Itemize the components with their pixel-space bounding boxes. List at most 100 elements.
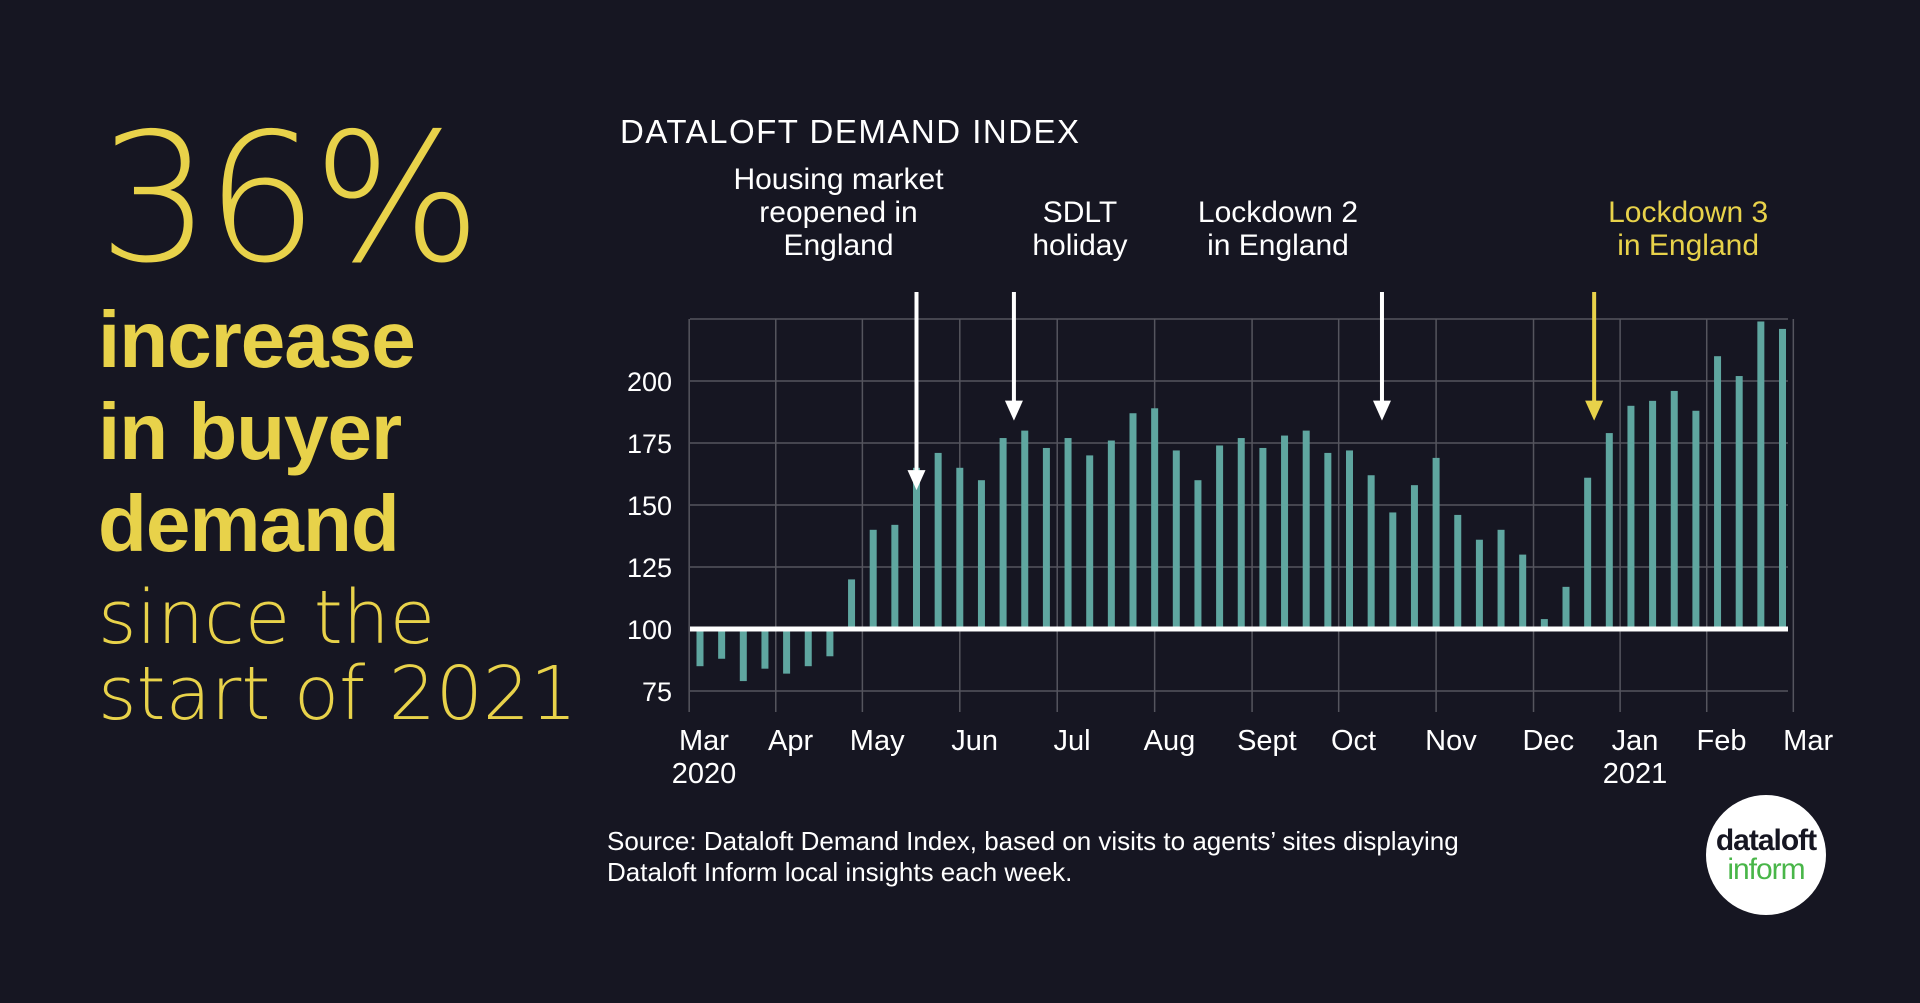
bar xyxy=(913,467,920,629)
bar xyxy=(1735,376,1743,629)
y-tick-label: 175 xyxy=(627,429,672,459)
bar xyxy=(1519,554,1527,629)
annotation-arrow-head xyxy=(907,470,926,491)
bar xyxy=(1259,447,1267,629)
x-tick-label: Apr xyxy=(768,725,813,757)
headline-light-line-2: start of 2021 xyxy=(98,651,578,737)
annotation-label: holiday xyxy=(1032,229,1127,262)
bar xyxy=(1432,457,1440,629)
y-tick-label: 200 xyxy=(627,367,672,397)
bar xyxy=(1237,438,1245,629)
annotation-arrow-head xyxy=(1585,400,1604,421)
bar xyxy=(848,579,856,629)
bar xyxy=(761,629,769,669)
x-tick-year-label: 2020 xyxy=(672,758,737,790)
source-line-2: Dataloft Inform local insights each week… xyxy=(607,857,1073,887)
x-tick-label: Oct xyxy=(1331,725,1376,757)
bar xyxy=(1129,413,1137,629)
bar xyxy=(977,480,985,629)
y-tick-label: 125 xyxy=(627,553,672,583)
bar xyxy=(1324,452,1332,629)
bar xyxy=(1670,390,1678,629)
bar xyxy=(783,629,791,674)
bar xyxy=(1562,586,1570,629)
bar xyxy=(956,467,964,629)
bar xyxy=(1064,438,1072,629)
y-tick-label: 100 xyxy=(627,615,672,645)
headline-light-line-1: since the xyxy=(98,575,436,661)
x-tick-label: Mar xyxy=(1783,725,1833,757)
bar xyxy=(804,629,812,667)
bar xyxy=(1042,447,1050,629)
annotation-label: Lockdown 2 xyxy=(1198,196,1358,229)
annotation-label: Housing market xyxy=(733,163,944,196)
headline-bold-line-1: increase xyxy=(98,295,416,384)
headline-light-text: since the start of 2021 xyxy=(98,580,577,732)
bar xyxy=(1194,480,1202,629)
bar xyxy=(1021,430,1029,629)
bar xyxy=(1714,356,1722,629)
x-tick-label: Nov xyxy=(1425,725,1477,757)
bar xyxy=(1779,328,1786,629)
annotation-arrow-head xyxy=(1372,400,1391,421)
bar xyxy=(696,629,704,667)
bar xyxy=(718,629,726,659)
bar xyxy=(1584,477,1592,629)
bar xyxy=(1151,408,1159,629)
bar xyxy=(1627,405,1635,629)
bar xyxy=(1757,321,1765,629)
bar xyxy=(1086,455,1094,629)
x-tick-label: Jul xyxy=(1054,725,1091,757)
headline-bold-line-3: demand xyxy=(98,479,400,568)
bar xyxy=(934,452,942,629)
bar xyxy=(1346,450,1353,629)
bar xyxy=(1605,433,1613,629)
x-tick-label: Feb xyxy=(1697,725,1747,757)
y-tick-label: 75 xyxy=(642,677,672,707)
headline-stat: 36% xyxy=(98,95,482,302)
x-tick-label: Dec xyxy=(1523,725,1575,757)
bar xyxy=(1540,619,1548,629)
bar xyxy=(739,629,747,682)
logo-line-2: inform xyxy=(1727,853,1805,886)
dataloft-inform-logo: dataloft inform xyxy=(1706,795,1826,915)
bar xyxy=(891,524,899,629)
x-tick-label: Jun xyxy=(951,725,998,757)
headline: 36% increase in buyer demand since the s… xyxy=(98,95,577,733)
x-tick-label: Sept xyxy=(1237,725,1297,757)
bar xyxy=(1475,539,1483,629)
bar xyxy=(1497,529,1505,629)
source-note: Source: Dataloft Demand Index, based on … xyxy=(607,826,1459,888)
bar xyxy=(999,438,1007,629)
source-line-1: Source: Dataloft Demand Index, based on … xyxy=(607,826,1459,856)
annotation-label: England xyxy=(783,229,893,262)
bar xyxy=(1454,514,1462,629)
bar xyxy=(1281,435,1289,629)
bar xyxy=(1172,450,1180,629)
x-tick-year-label: 2021 xyxy=(1603,758,1668,790)
y-tick-label: 150 xyxy=(627,491,672,521)
bar xyxy=(1107,440,1115,629)
bar xyxy=(826,629,834,657)
annotation-label: Lockdown 3 xyxy=(1608,196,1768,229)
annotation-label: in England xyxy=(1617,229,1759,262)
chart-title: DATALOFT DEMAND INDEX xyxy=(620,113,1081,150)
headline-bold-line-2: in buyer xyxy=(98,387,402,476)
x-tick-label: Mar xyxy=(679,725,729,757)
bar xyxy=(1302,430,1310,629)
logo-line-1: dataloft xyxy=(1715,824,1817,857)
bar xyxy=(1410,485,1418,629)
x-tick-label: Jan xyxy=(1612,725,1659,757)
annotation-arrow-head xyxy=(1004,400,1023,421)
annotation-label: reopened in xyxy=(759,196,917,229)
bar xyxy=(1649,400,1657,629)
bar xyxy=(1692,410,1700,629)
annotation-label: in England xyxy=(1207,229,1349,262)
annotation-label: SDLT xyxy=(1043,196,1117,229)
x-tick-label: Aug xyxy=(1144,725,1196,757)
bar xyxy=(1216,445,1224,629)
bar xyxy=(1367,475,1375,629)
bar xyxy=(1389,512,1397,629)
x-tick-label: May xyxy=(850,725,905,757)
